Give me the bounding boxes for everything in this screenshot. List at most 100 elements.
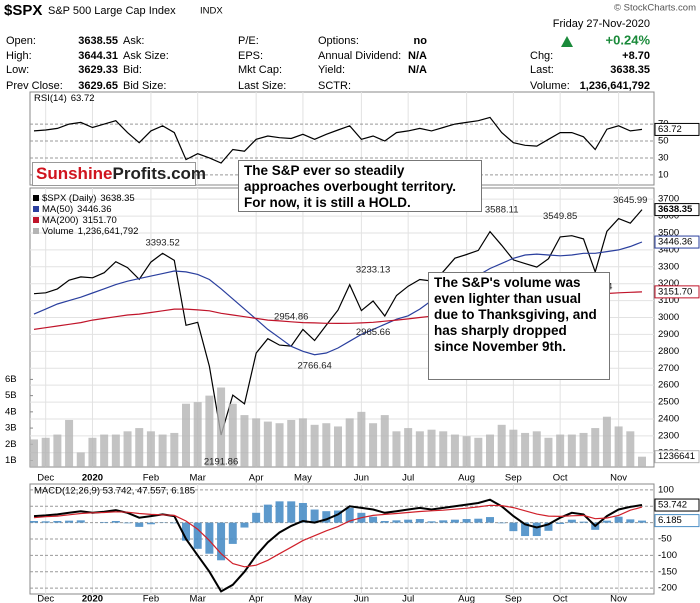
- y-tick-label: 3200: [658, 278, 679, 289]
- x-tick-label: Jul: [402, 473, 414, 484]
- y2-tick-label: 3B: [5, 423, 17, 434]
- bar: [614, 426, 623, 467]
- bar: [380, 415, 389, 467]
- bar: [427, 429, 436, 467]
- bar: [415, 519, 424, 523]
- bar: [41, 521, 50, 523]
- bar: [579, 521, 588, 523]
- stat-label: Prev Close:: [6, 80, 63, 92]
- bar: [369, 423, 378, 467]
- stat-label: Ask Size:: [123, 50, 169, 62]
- value-tag: [654, 498, 700, 512]
- stat-label: P/E:: [238, 35, 259, 47]
- bar: [369, 516, 378, 523]
- price-label: 2766.64: [297, 360, 331, 371]
- bar: [65, 520, 74, 523]
- bar: [228, 522, 237, 544]
- bar: [310, 424, 319, 467]
- x-tick-label: May: [294, 594, 312, 603]
- price-label: 3645.99: [613, 195, 647, 206]
- bar: [135, 428, 144, 467]
- bar: [240, 415, 249, 467]
- bar: [556, 522, 565, 524]
- bar: [275, 501, 284, 523]
- x-tick-label: Jun: [354, 594, 369, 603]
- bar: [462, 519, 471, 523]
- bar: [263, 421, 272, 467]
- bar: [263, 504, 272, 523]
- bar: [170, 432, 179, 467]
- x-tick-label: Dec: [37, 594, 54, 603]
- bar: [567, 519, 576, 523]
- bar: [298, 502, 307, 523]
- stat-label: Last Size:: [238, 80, 286, 92]
- change-pct: +0.24%: [606, 32, 651, 47]
- legend-entry-part: 3638.35: [100, 193, 134, 204]
- up-arrow: [561, 36, 573, 47]
- bar: [450, 434, 459, 467]
- y-tick-label: 3700: [658, 194, 679, 205]
- legend-swatch: [33, 228, 39, 234]
- y-tick-label: 3500: [658, 227, 679, 238]
- bar: [334, 426, 342, 467]
- bar: [462, 436, 471, 467]
- legend-entry: MA(50) 3446.36: [42, 204, 112, 215]
- bar: [53, 520, 62, 523]
- y-tick-label: 100: [658, 484, 674, 495]
- bar: [88, 437, 97, 467]
- bar: [544, 437, 553, 467]
- rsi-legend-part: 63.72: [71, 93, 95, 104]
- value-tag: [654, 514, 700, 528]
- value-tag: [654, 122, 700, 136]
- bar: [111, 434, 120, 467]
- stat-label: Open:: [6, 35, 36, 47]
- stat-label: Ask:: [123, 35, 144, 47]
- x-tick-label: Nov: [610, 594, 627, 603]
- x-tick-label: 2020: [82, 594, 103, 603]
- y-tick-label: 3400: [658, 244, 679, 255]
- legend-swatch: [33, 195, 39, 201]
- y-tick-label: 50: [658, 136, 669, 147]
- y-tick-label: 2500: [658, 397, 679, 408]
- price-label: 3233.13: [356, 265, 390, 276]
- bar: [450, 519, 459, 523]
- x-tick-label: Aug: [458, 594, 475, 603]
- logo: SunshineProfits.com: [32, 162, 206, 186]
- price-label: 3549.85: [543, 211, 577, 222]
- value-tag-label: 1236641: [658, 451, 695, 462]
- bar: [638, 456, 646, 467]
- logo-text: Profits.com: [112, 164, 207, 183]
- bar: [100, 434, 109, 467]
- y-tick-label: 2400: [658, 413, 679, 424]
- name: S&P 500 Large Cap Index: [48, 5, 176, 17]
- stat-label: Mkt Cap:: [238, 64, 282, 76]
- bar: [486, 517, 494, 523]
- value-tag-label: 3151.70: [658, 286, 692, 297]
- bar: [193, 522, 202, 549]
- bar: [392, 520, 401, 523]
- bar: [123, 522, 132, 524]
- bar: [217, 387, 226, 467]
- stat-value: 3638.55: [78, 35, 118, 47]
- bar: [252, 512, 261, 523]
- legend-entry: Volume 1,236,641,792: [42, 226, 138, 237]
- value-tag: [654, 450, 700, 464]
- price-label: 3588.11: [485, 205, 519, 216]
- legend-entry-part: 3446.36: [77, 204, 111, 215]
- bar: [205, 522, 214, 554]
- x-tick-label: 2020: [82, 473, 103, 484]
- bar: [146, 522, 155, 525]
- stat-label: Options:: [318, 35, 359, 47]
- x-tick-label: Feb: [143, 594, 159, 603]
- bar: [392, 431, 401, 467]
- bar: [415, 431, 424, 467]
- y-tick-label: 2800: [658, 346, 679, 357]
- bar: [217, 522, 226, 561]
- series-line: [33, 209, 643, 436]
- bar: [626, 431, 635, 467]
- bar: [427, 521, 436, 523]
- bar: [509, 522, 518, 532]
- bar: [182, 403, 190, 467]
